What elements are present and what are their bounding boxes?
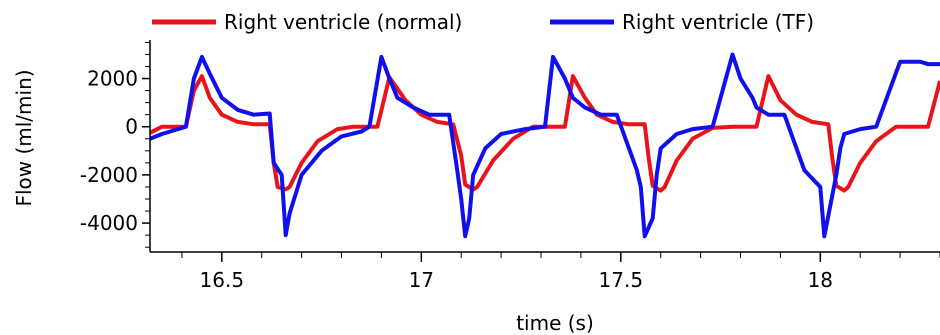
legend-label-2: Right ventricle (TF)	[622, 10, 814, 34]
y-axis-title: Flow (ml/min)	[12, 69, 36, 206]
x-tick-label: 18	[808, 268, 833, 292]
y-tick-label: 2000	[87, 67, 138, 91]
x-tick-label: 17.5	[599, 268, 644, 292]
legend: Right ventricle (normal) Right ventricle …	[152, 10, 814, 34]
plot-area	[150, 52, 940, 239]
y-tick-label: -2000	[80, 163, 138, 187]
series-line-2	[150, 52, 940, 239]
x-tick-label: 16.5	[200, 268, 245, 292]
y-tick-label: -4000	[80, 211, 138, 235]
y-tick-label: 0	[125, 115, 138, 139]
x-tick-label: 17	[409, 268, 434, 292]
series-line-1	[150, 74, 940, 193]
axes: 2000 0 -2000 -4000 16.5 17 17.5 18	[80, 40, 940, 292]
x-axis-title: time (s)	[516, 311, 594, 335]
legend-label-1: Right ventricle (normal)	[224, 10, 462, 34]
